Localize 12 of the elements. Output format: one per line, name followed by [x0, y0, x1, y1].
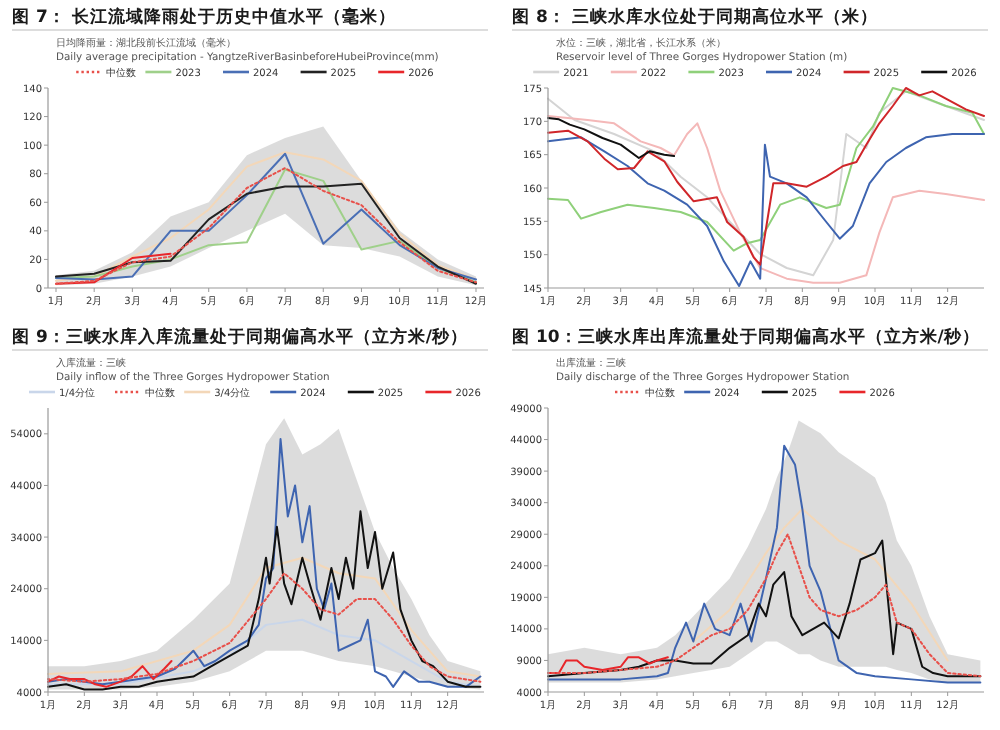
line-series — [47, 618, 482, 688]
chart-title: 图 8： 三峡水库水位处于同期高位水平（米） — [512, 6, 878, 28]
line-series — [47, 572, 482, 683]
line-series — [692, 507, 949, 662]
chart-title: 图 7： 长江流域降雨处于历史中值水平（毫米） — [12, 6, 396, 28]
line-series — [55, 252, 172, 285]
line-series — [47, 556, 482, 678]
line-series — [47, 660, 173, 688]
line-series — [547, 117, 676, 159]
line-series — [547, 656, 669, 675]
chart-title: 图 10：三峡水库出库流量处于同期偏高水平（立方米/秒） — [512, 326, 980, 348]
chart-title: 图 9：三峡水库入库流量处于同期偏高水平（立方米/秒） — [12, 326, 468, 348]
